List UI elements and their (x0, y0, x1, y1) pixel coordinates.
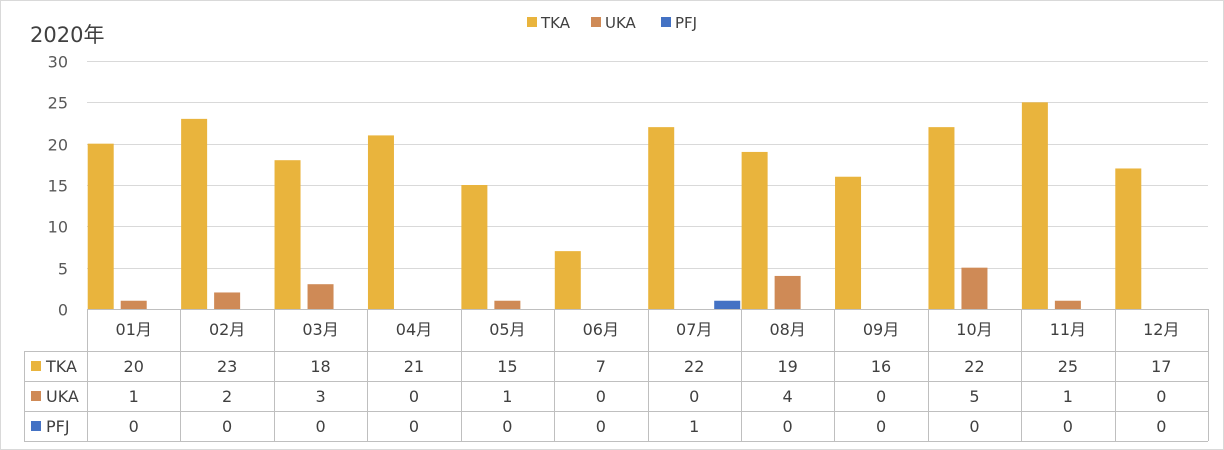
data-label: 16 (871, 357, 891, 376)
x-tick-label: 08月 (769, 320, 805, 339)
data-label: 0 (596, 417, 606, 436)
y-tick-label: 20 (48, 136, 68, 155)
data-label: 5 (969, 387, 979, 406)
bar-uka-05月 (494, 300, 521, 309)
data-label: 0 (409, 417, 419, 436)
data-label: 2 (222, 387, 232, 406)
bar-uka-08月 (774, 275, 801, 309)
bar-uka-03月 (307, 284, 334, 309)
data-label: 20 (124, 357, 144, 376)
bar-tka-08月 (741, 151, 768, 309)
legend-swatch-tka (527, 17, 537, 27)
table-swatch-pfj (31, 421, 41, 431)
table-swatch-tka (31, 361, 41, 371)
data-label: 1 (502, 387, 512, 406)
data-label: 21 (404, 357, 424, 376)
data-label: 0 (1156, 387, 1166, 406)
table-row-label-pfj: PFJ (46, 417, 70, 436)
bar-tka-02月 (181, 118, 208, 309)
x-tick-label: 06月 (583, 320, 619, 339)
x-tick-label: 04月 (396, 320, 432, 339)
x-tick-label: 05月 (489, 320, 525, 339)
bar-uka-10月 (961, 267, 988, 309)
data-label: 0 (596, 387, 606, 406)
data-label: 22 (684, 357, 704, 376)
table-row-label-uka: UKA (46, 387, 79, 406)
y-axis: 0 5 10 15 20 25 30 (48, 53, 68, 320)
data-label: 22 (964, 357, 984, 376)
data-label: 1 (129, 387, 139, 406)
y-tick-label: 10 (48, 218, 68, 237)
data-label: 0 (876, 417, 886, 436)
chart-title: 2020年 (30, 23, 104, 47)
y-tick-label: 5 (58, 260, 68, 279)
legend-label-tka: TKA (540, 14, 571, 32)
bar-tka-05月 (461, 185, 488, 309)
legend-label-uka: UKA (605, 14, 637, 32)
data-label: 0 (315, 417, 325, 436)
gridlines (87, 61, 1208, 269)
bar-tka-06月 (554, 251, 581, 309)
data-label: 0 (969, 417, 979, 436)
legend: TKA UKA PFJ (527, 14, 697, 32)
data-label: 0 (783, 417, 793, 436)
data-table: 01月 02月 03月 04月 05月 06月 07月 08月 09月 10月 11月 12月 TKA 2… (24, 309, 1209, 442)
legend-label-pfj: PFJ (675, 14, 697, 32)
data-label: 0 (1063, 417, 1073, 436)
bars (87, 102, 1142, 309)
data-label: 0 (222, 417, 232, 436)
x-tick-label: 02月 (209, 320, 245, 339)
legend-swatch-pfj (661, 17, 671, 27)
data-label: 7 (596, 357, 606, 376)
table-swatch-uka (31, 391, 41, 401)
bar-tka-01月 (87, 143, 114, 309)
x-tick-label: 09月 (863, 320, 899, 339)
data-label: 4 (783, 387, 793, 406)
y-tick-label: 30 (48, 53, 68, 72)
data-label: 23 (217, 357, 237, 376)
x-tick-label: 12月 (1143, 320, 1179, 339)
data-label: 0 (1156, 417, 1166, 436)
bar-tka-04月 (367, 135, 394, 309)
data-label: 3 (315, 387, 325, 406)
data-label: 18 (310, 357, 330, 376)
data-label: 0 (409, 387, 419, 406)
data-label: 0 (876, 387, 886, 406)
data-label: 19 (777, 357, 797, 376)
bar-uka-01月 (120, 300, 147, 309)
bar-uka-02月 (214, 292, 241, 309)
data-label: 0 (502, 417, 512, 436)
bar-tka-09月 (835, 176, 862, 309)
data-label: 17 (1151, 357, 1171, 376)
y-tick-label: 25 (48, 94, 68, 113)
data-label: 0 (129, 417, 139, 436)
bar-pfj-07月 (714, 300, 741, 309)
x-tick-label: 11月 (1050, 320, 1086, 339)
data-label: 25 (1058, 357, 1078, 376)
x-tick-label: 03月 (302, 320, 338, 339)
table-row-label-tka: TKA (45, 357, 77, 376)
bar-tka-07月 (648, 127, 675, 309)
bar-tka-12月 (1115, 168, 1142, 309)
x-tick-label: 01月 (116, 320, 152, 339)
data-label: 15 (497, 357, 517, 376)
data-label: 1 (689, 417, 699, 436)
x-tick-label: 10月 (956, 320, 992, 339)
data-label: 1 (1063, 387, 1073, 406)
y-tick-label: 0 (58, 301, 68, 320)
bar-tka-10月 (928, 127, 955, 309)
bar-tka-11月 (1021, 102, 1048, 309)
bar-tka-03月 (274, 160, 301, 309)
y-tick-label: 15 (48, 177, 68, 196)
x-tick-label: 07月 (676, 320, 712, 339)
bar-uka-11月 (1054, 300, 1081, 309)
data-label: 0 (689, 387, 699, 406)
legend-swatch-uka (591, 17, 601, 27)
